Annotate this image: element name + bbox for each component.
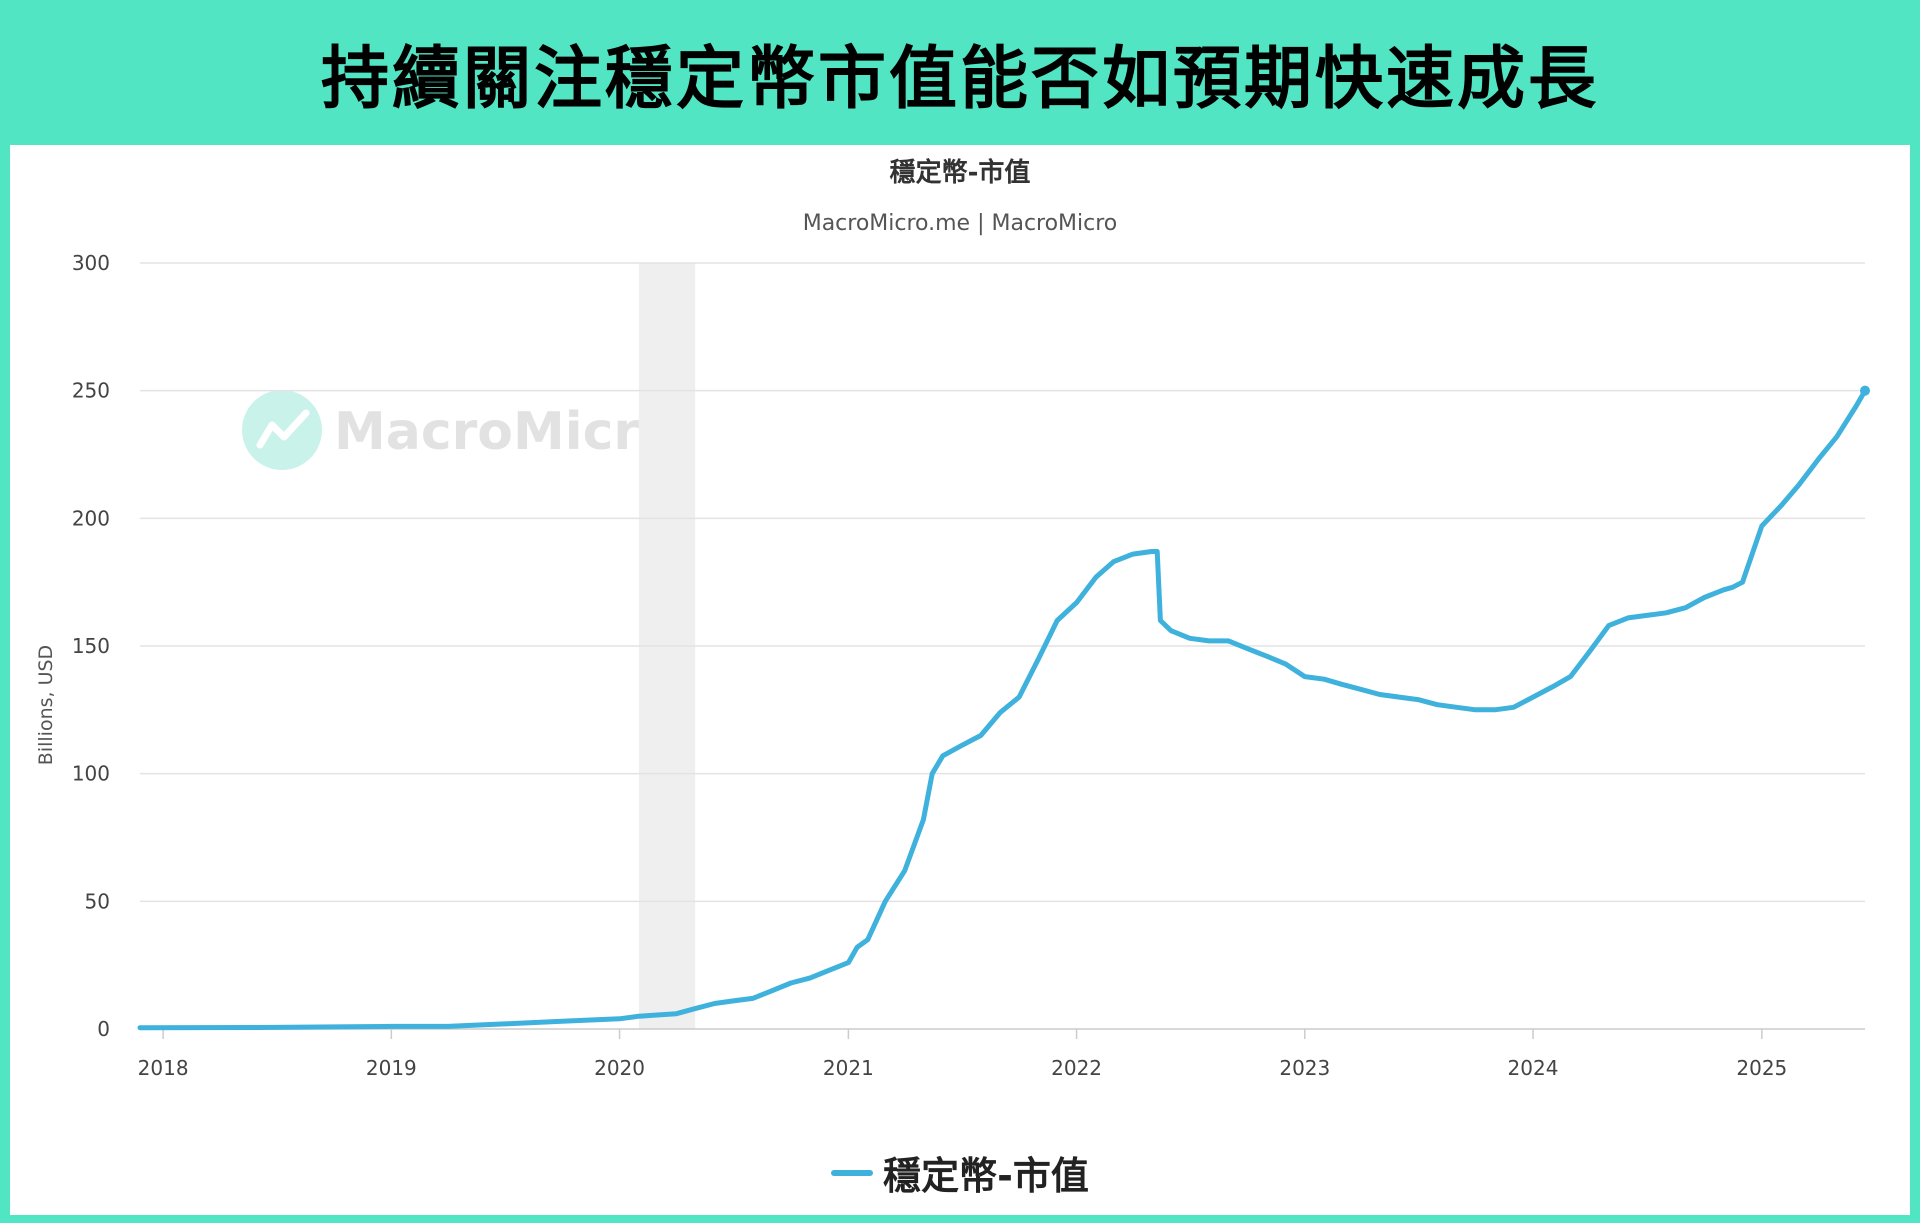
y-tick-label: 200 — [72, 506, 110, 530]
y-tick-label: 100 — [72, 762, 110, 786]
series-end-point[interactable] — [1860, 385, 1870, 396]
series-line-stablecoin-market-cap[interactable] — [137, 388, 1868, 1031]
watermark: MacroMicro — [242, 390, 675, 470]
y-tick-label: 250 — [72, 379, 110, 403]
y-tick-label: 50 — [85, 889, 110, 913]
x-tick-label: 2022 — [1051, 1056, 1102, 1080]
x-tick-label: 2019 — [366, 1056, 417, 1080]
headline: 持續關注穩定幣市值能否如預期快速成長 — [320, 40, 1599, 119]
x-tick-label: 2023 — [1279, 1056, 1330, 1080]
stablecoin-market-cap-chart: 穩定幣-市值 MacroMicro.me | MacroMicro Billio… — [35, 157, 1870, 1080]
chart-title: 穩定幣-市值 — [890, 157, 1031, 188]
watermark-logo-glyph — [256, 409, 310, 449]
x-tick-label: 2025 — [1736, 1056, 1787, 1080]
y-tick-label: 300 — [72, 251, 110, 275]
legend-swatch — [831, 1169, 874, 1176]
legend-label: 穩定幣-市值 — [883, 1154, 1089, 1198]
x-tick-label: 2018 — [138, 1056, 189, 1080]
headline-banner: 持續關注穩定幣市值能否如預期快速成長 — [0, 0, 1920, 145]
watermark-logo-icon — [242, 390, 322, 470]
x-tick-label: 2021 — [823, 1056, 874, 1080]
x-tick-label: 2024 — [1508, 1056, 1559, 1080]
watermark-text: MacroMicro — [334, 402, 675, 462]
y-tick-label: 150 — [72, 634, 110, 658]
chart-subtitle: MacroMicro.me | MacroMicro — [803, 211, 1118, 236]
chart-panel: 穩定幣-市值 MacroMicro.me | MacroMicro Billio… — [10, 145, 1910, 1215]
x-tick-label: 2020 — [594, 1056, 645, 1080]
legend[interactable]: 穩定幣-市值 — [10, 1145, 1910, 1200]
y-axis-label: Billions, USD — [35, 645, 57, 765]
y-tick-label: 0 — [97, 1017, 110, 1041]
